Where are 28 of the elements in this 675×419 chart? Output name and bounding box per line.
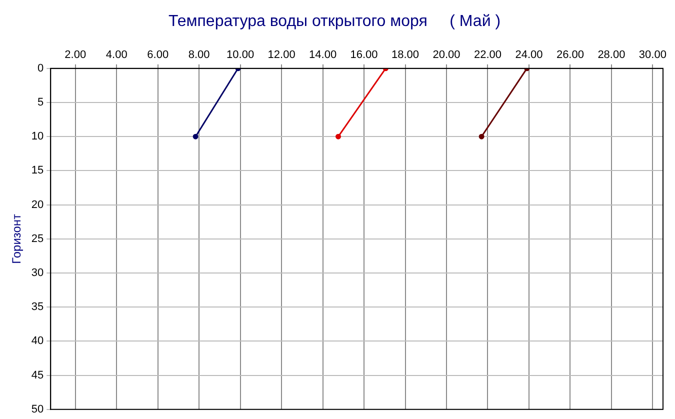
y-tick-label: 25 (31, 232, 44, 245)
x-tick-label: 14.00 (309, 48, 337, 61)
y-tick-label: 45 (31, 369, 44, 382)
x-tick-label: 16.00 (350, 48, 378, 61)
x-tick-label: 20.00 (432, 48, 460, 61)
y-tick-label: 20 (31, 198, 44, 211)
x-tick-label: 2.00 (64, 48, 86, 61)
x-tick-label: 30.00 (638, 48, 666, 61)
y-tick-label: 50 (31, 403, 44, 416)
x-tick-label: 4.00 (106, 48, 128, 61)
chart-title: Температура воды открытого моря ( Май ) (168, 13, 501, 30)
y-tick-label: 35 (31, 301, 44, 314)
y-axis-title: Горизонт (10, 213, 24, 264)
x-tick-label: 8.00 (188, 48, 210, 61)
x-tick-label: 24.00 (515, 48, 543, 61)
y-tick-label: 0 (38, 62, 44, 74)
x-tick-label: 18.00 (392, 48, 420, 61)
x-tick-label: 6.00 (147, 48, 169, 61)
y-tick-label: 40 (31, 335, 44, 348)
x-tick-label: 10.00 (226, 48, 254, 61)
y-tick-label: 10 (31, 130, 44, 143)
x-tick-label: 28.00 (598, 48, 626, 61)
x-tick-label: 12.00 (268, 48, 296, 61)
x-tick-label: 22.00 (474, 48, 502, 61)
y-tick-label: 15 (31, 164, 44, 177)
y-tick-label: 30 (31, 267, 44, 280)
x-tick-label: 26.00 (556, 48, 584, 61)
y-tick-label: 5 (38, 96, 44, 109)
